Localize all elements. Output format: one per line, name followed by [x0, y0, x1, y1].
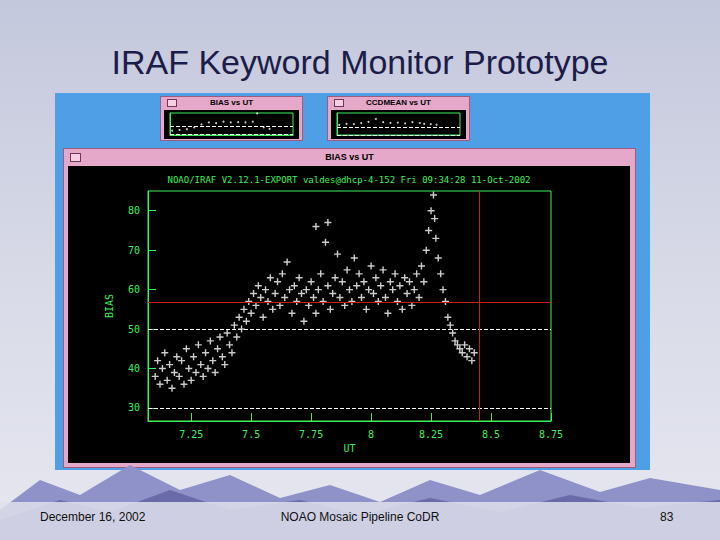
- html-text:NOAO Mosaic Pipeline CoDR: NOAO Mosaic Pipeline CoDR: [280, 510, 440, 524]
- svg-text:BIAS: BIAS: [104, 294, 115, 318]
- html-text:BIAS vs UT: BIAS vs UT: [325, 152, 374, 162]
- svg-text:50: 50: [128, 324, 140, 335]
- html-text:CCDMEAN vs UT: CCDMEAN vs UT: [366, 98, 431, 107]
- svg-text:40: 40: [128, 363, 140, 374]
- html-text:IRAF Keyword Monitor Prototype: IRAF Keyword Monitor Prototype: [111, 43, 609, 81]
- svg-text:7.75: 7.75: [299, 429, 323, 440]
- svg-text:NOAO/IRAF V2.12.1-EXPORT valde: NOAO/IRAF V2.12.1-EXPORT valdes@dhcp-4-1…: [167, 175, 530, 185]
- svg-text:30: 30: [128, 402, 140, 413]
- svg-text:8.75: 8.75: [539, 429, 563, 440]
- svg-text:7.5: 7.5: [242, 429, 260, 440]
- svg-text:70: 70: [128, 245, 140, 256]
- svg-text:8.25: 8.25: [419, 429, 443, 440]
- svg-text:8.5: 8.5: [482, 429, 500, 440]
- svg-text:8: 8: [368, 429, 374, 440]
- svg-text:UT: UT: [343, 443, 355, 454]
- svg-text:80: 80: [128, 205, 140, 216]
- html-text:BIAS vs UT: BIAS vs UT: [209, 98, 254, 107]
- svg-text:60: 60: [128, 284, 140, 295]
- html-text:December 16, 2002: December 16, 2002: [40, 510, 146, 524]
- svg-text:7.25: 7.25: [179, 429, 203, 440]
- html-text:83: 83: [660, 510, 674, 524]
